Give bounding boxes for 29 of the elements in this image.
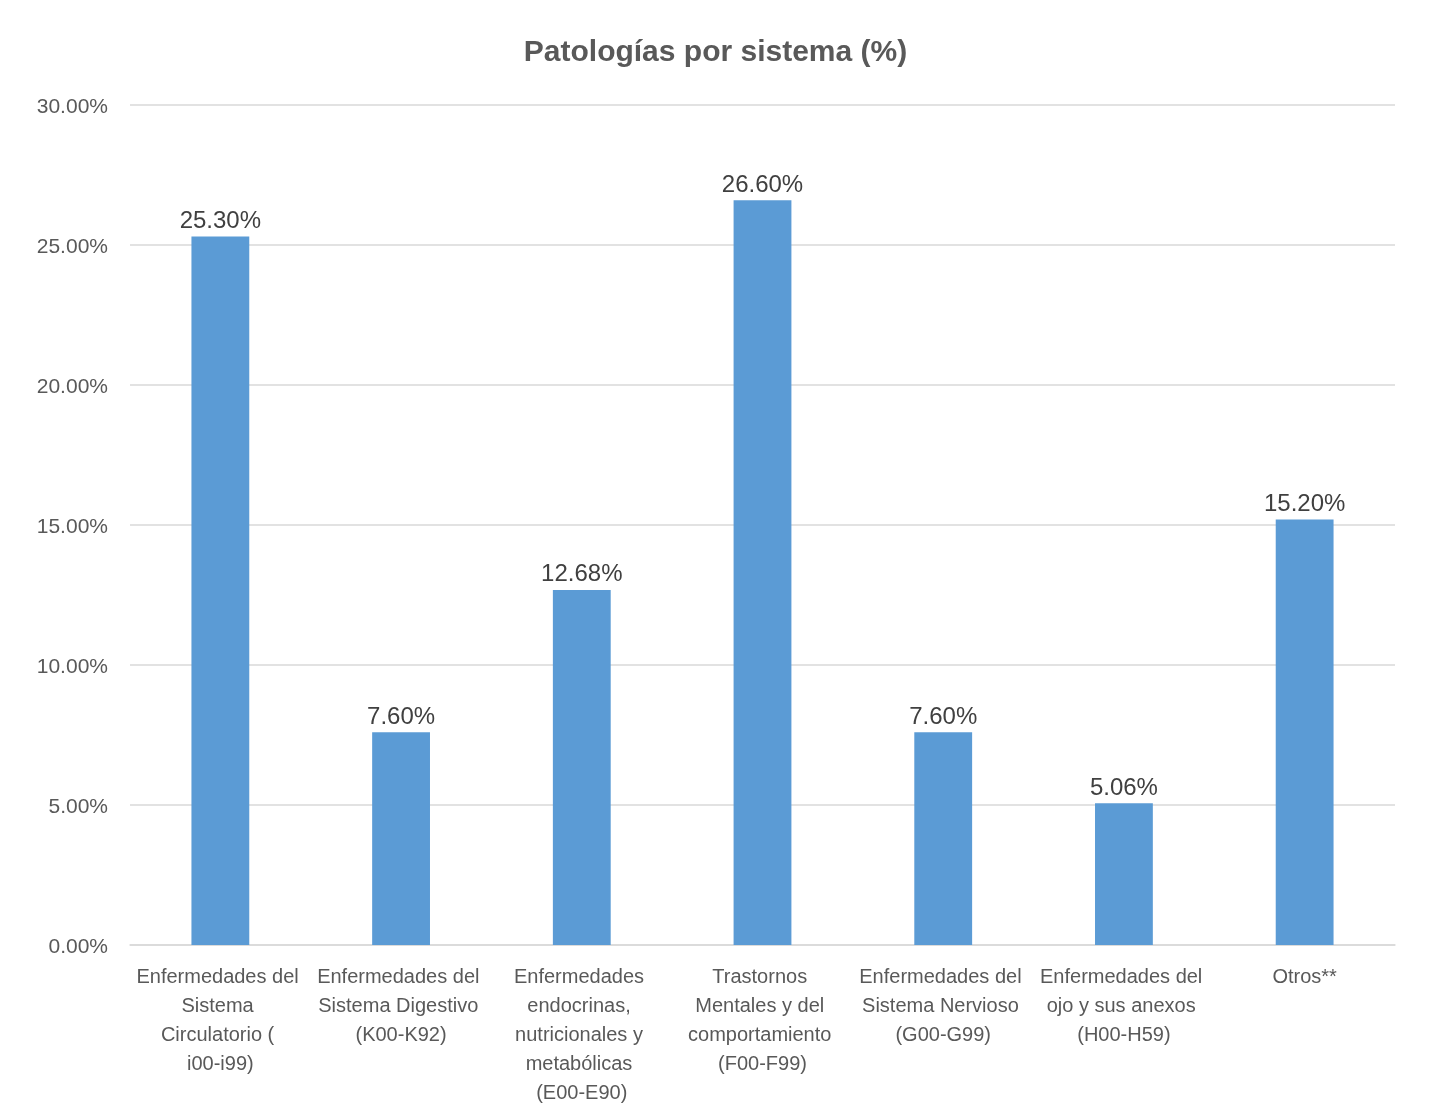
- data-label: 5.06%: [1089, 772, 1158, 800]
- data-label: 12.68%: [541, 559, 623, 587]
- y-tick-label: 15.00%: [36, 513, 108, 537]
- x-tick-label: Enfermedades endocrinas, nutricionales y metabólicas (E00-E90): [513, 964, 650, 1103]
- x-tick-label: Enfermedades del Sistema Digestivo (K00-K92): [317, 964, 486, 1045]
- x-tick-label: Otros**: [1272, 964, 1338, 987]
- bar: [372, 732, 430, 945]
- data-label: 15.20%: [1263, 488, 1346, 516]
- x-tick-label: Enfermedades del Sistema Circulatorio ( i00-i99): [136, 964, 305, 1074]
- x-tick-label: Enfermedades del Sistema Nervioso (G00-G99): [859, 964, 1028, 1045]
- x-tick-label: Trastornos Mentales y del comportamiento (F00-F99): [688, 964, 837, 1074]
- bar: [191, 236, 250, 945]
- chart-title: Patologías por sistema (%): [523, 33, 908, 67]
- y-tick-label: 10.00%: [36, 653, 108, 677]
- y-tick-label: 30.00%: [36, 93, 108, 117]
- data-label: 7.60%: [909, 701, 978, 729]
- y-tick-label: 20.00%: [36, 373, 108, 397]
- data-label: 7.60%: [367, 701, 436, 729]
- bar: [552, 589, 611, 945]
- x-tick-label: Enfermedades del ojo y sus anexos (H00-H59): [1039, 964, 1208, 1045]
- bar: [1095, 803, 1153, 945]
- data-label: 25.30%: [179, 206, 262, 234]
- bar: [733, 200, 792, 945]
- y-tick-label: 0.00%: [48, 933, 108, 957]
- data-label: 26.60%: [721, 169, 804, 197]
- y-tick-label: 5.00%: [48, 793, 108, 817]
- bar: [1275, 519, 1334, 945]
- bar: [914, 732, 973, 945]
- y-tick-label: 25.00%: [36, 233, 108, 257]
